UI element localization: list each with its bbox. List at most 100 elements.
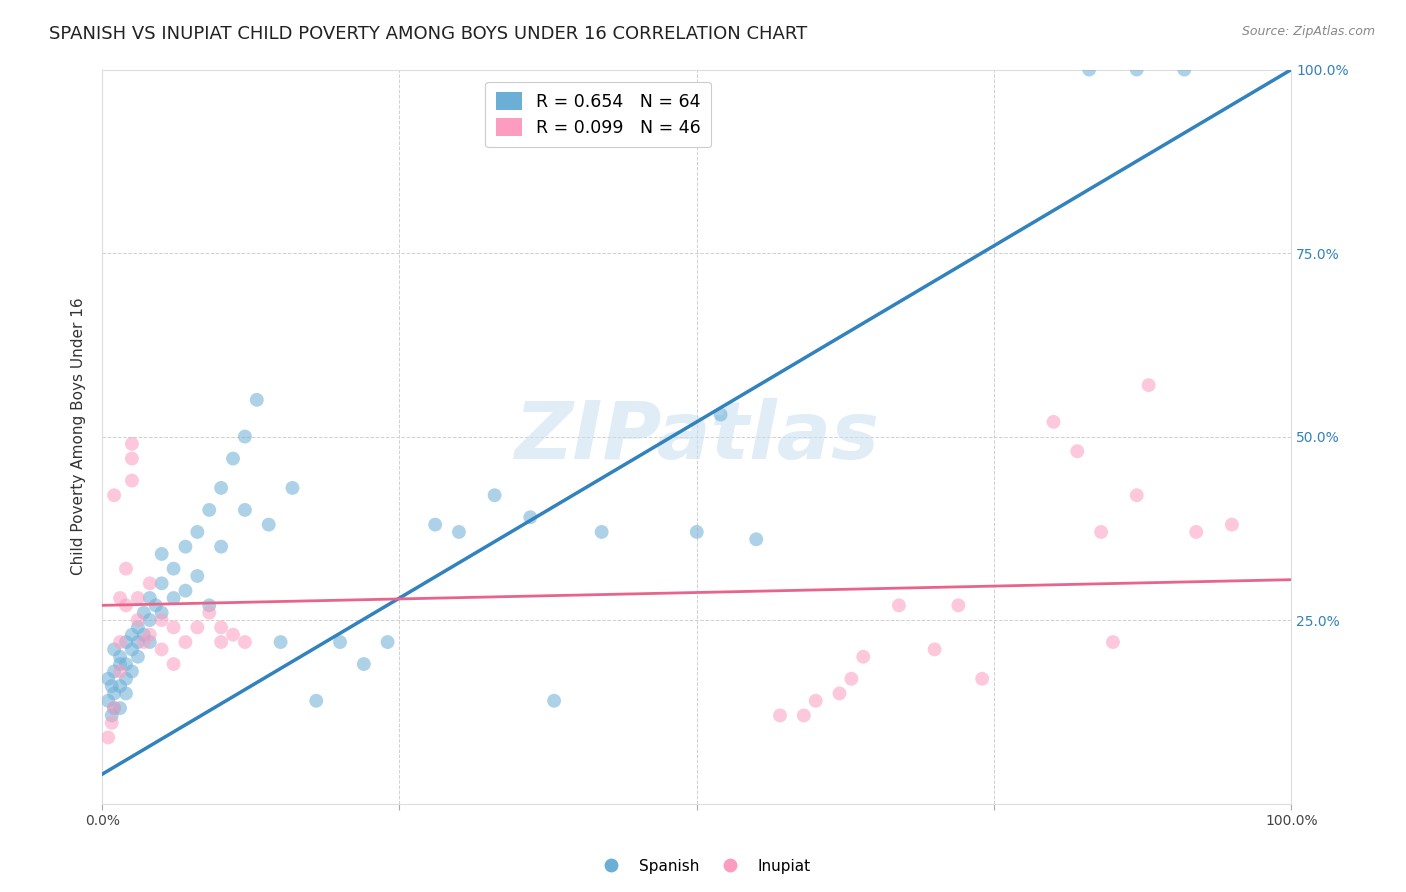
Point bbox=[103, 701, 125, 715]
Point bbox=[139, 591, 162, 605]
Point bbox=[198, 606, 221, 620]
Text: Source: ZipAtlas.com: Source: ZipAtlas.com bbox=[1241, 25, 1375, 38]
Point bbox=[115, 635, 138, 649]
Point bbox=[132, 628, 155, 642]
Point bbox=[150, 613, 173, 627]
Point bbox=[1220, 517, 1243, 532]
Point bbox=[198, 599, 221, 613]
Point bbox=[121, 451, 143, 466]
Point bbox=[150, 547, 173, 561]
Point bbox=[543, 694, 565, 708]
Point bbox=[1090, 524, 1112, 539]
Point bbox=[841, 672, 863, 686]
Point bbox=[233, 429, 256, 443]
Point bbox=[139, 576, 162, 591]
Point bbox=[353, 657, 375, 671]
Point bbox=[270, 635, 292, 649]
Point bbox=[103, 701, 125, 715]
Point bbox=[1042, 415, 1064, 429]
Point bbox=[686, 524, 709, 539]
Point bbox=[174, 583, 197, 598]
Point bbox=[1078, 62, 1101, 77]
Point bbox=[377, 635, 399, 649]
Text: ZIPatlas: ZIPatlas bbox=[515, 398, 879, 475]
Point bbox=[100, 708, 122, 723]
Point bbox=[145, 599, 167, 613]
Point bbox=[121, 642, 143, 657]
Point bbox=[222, 628, 245, 642]
Point bbox=[257, 517, 280, 532]
Point bbox=[127, 591, 149, 605]
Point bbox=[139, 628, 162, 642]
Point bbox=[132, 635, 155, 649]
Point bbox=[186, 524, 208, 539]
Point bbox=[162, 591, 184, 605]
Point bbox=[305, 694, 328, 708]
Point bbox=[115, 686, 138, 700]
Point bbox=[852, 649, 875, 664]
Point bbox=[150, 606, 173, 620]
Point bbox=[97, 694, 120, 708]
Point bbox=[115, 599, 138, 613]
Point bbox=[1125, 488, 1147, 502]
Point bbox=[121, 665, 143, 679]
Point bbox=[1066, 444, 1088, 458]
Point bbox=[828, 686, 851, 700]
Point bbox=[150, 576, 173, 591]
Point bbox=[108, 657, 131, 671]
Point bbox=[121, 474, 143, 488]
Point bbox=[484, 488, 506, 502]
Point bbox=[103, 642, 125, 657]
Point bbox=[115, 562, 138, 576]
Point bbox=[447, 524, 470, 539]
Point bbox=[793, 708, 815, 723]
Point bbox=[281, 481, 304, 495]
Point bbox=[97, 672, 120, 686]
Point bbox=[804, 694, 827, 708]
Point bbox=[887, 599, 910, 613]
Point bbox=[174, 540, 197, 554]
Point bbox=[162, 620, 184, 634]
Point bbox=[186, 620, 208, 634]
Legend: R = 0.654   N = 64, R = 0.099   N = 46: R = 0.654 N = 64, R = 0.099 N = 46 bbox=[485, 82, 711, 147]
Point bbox=[1185, 524, 1208, 539]
Point bbox=[121, 628, 143, 642]
Point bbox=[924, 642, 946, 657]
Point bbox=[745, 533, 768, 547]
Point bbox=[139, 635, 162, 649]
Text: SPANISH VS INUPIAT CHILD POVERTY AMONG BOYS UNDER 16 CORRELATION CHART: SPANISH VS INUPIAT CHILD POVERTY AMONG B… bbox=[49, 25, 807, 43]
Point bbox=[108, 701, 131, 715]
Point bbox=[186, 569, 208, 583]
Point bbox=[591, 524, 613, 539]
Point bbox=[709, 408, 731, 422]
Point bbox=[209, 635, 232, 649]
Point bbox=[108, 679, 131, 693]
Point bbox=[1173, 62, 1195, 77]
Point bbox=[97, 731, 120, 745]
Point bbox=[162, 562, 184, 576]
Point bbox=[127, 620, 149, 634]
Point bbox=[108, 635, 131, 649]
Point bbox=[233, 635, 256, 649]
Point bbox=[948, 599, 970, 613]
Point bbox=[769, 708, 792, 723]
Point bbox=[127, 613, 149, 627]
Point bbox=[103, 686, 125, 700]
Point bbox=[519, 510, 541, 524]
Point bbox=[108, 591, 131, 605]
Point bbox=[209, 481, 232, 495]
Point bbox=[115, 657, 138, 671]
Point bbox=[233, 503, 256, 517]
Point bbox=[972, 672, 994, 686]
Point bbox=[100, 715, 122, 730]
Point bbox=[222, 451, 245, 466]
Point bbox=[1102, 635, 1125, 649]
Point bbox=[121, 437, 143, 451]
Point bbox=[174, 635, 197, 649]
Point bbox=[209, 620, 232, 634]
Point bbox=[100, 679, 122, 693]
Point bbox=[150, 642, 173, 657]
Point bbox=[108, 649, 131, 664]
Point bbox=[103, 488, 125, 502]
Y-axis label: Child Poverty Among Boys Under 16: Child Poverty Among Boys Under 16 bbox=[72, 298, 86, 575]
